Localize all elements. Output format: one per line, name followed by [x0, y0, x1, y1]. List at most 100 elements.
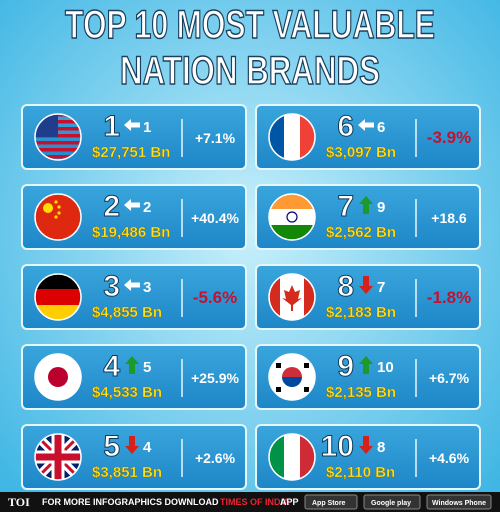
previous-rank: 10 — [377, 359, 394, 376]
arrow-up — [359, 356, 373, 374]
flag-rim — [34, 433, 82, 481]
previous-rank: 6 — [377, 119, 385, 136]
flag-rim — [268, 193, 316, 241]
card-box — [21, 184, 247, 250]
footer-logo: TOI — [8, 495, 30, 509]
flag — [35, 194, 81, 240]
change: +40.4% — [191, 210, 239, 226]
card-box — [21, 104, 247, 170]
card-box — [21, 344, 247, 410]
flag-part — [282, 377, 302, 387]
flag-part — [269, 274, 280, 320]
flag-part — [35, 434, 81, 480]
change: -5.6% — [193, 288, 237, 307]
card-box — [255, 184, 481, 250]
brand-value: $2,135 Bn — [326, 384, 396, 401]
title-line: NATION BRANDS — [120, 49, 380, 93]
card: 1 1$27,751 Bn+7.1% — [21, 104, 247, 170]
flag-part — [276, 363, 281, 368]
rank: 1 — [103, 110, 120, 143]
flag-part — [284, 434, 300, 480]
brand-value: $19,486 Bn — [92, 224, 170, 241]
arrow-same — [124, 199, 140, 211]
footer-text: FOR MORE INFOGRAPHICS DOWNLOAD — [42, 497, 219, 507]
flag-part — [304, 274, 315, 320]
flag-part — [304, 387, 309, 392]
card-box — [255, 104, 481, 170]
flag-part — [286, 211, 298, 223]
card: 2 2$19,486 Bn+40.4% — [21, 184, 247, 250]
rank: 9 — [337, 350, 354, 383]
card-box — [255, 424, 481, 490]
flag-part — [304, 363, 309, 368]
flag — [269, 354, 315, 400]
brand-value: $2,562 Bn — [326, 224, 396, 241]
card: 7 9 $2,562 Bn +18.6 — [255, 184, 481, 250]
badge-label[interactable]: App Store — [312, 500, 346, 507]
previous-rank: 5 — [143, 359, 151, 376]
previous-rank: 7 — [377, 279, 385, 296]
flag-part — [282, 285, 302, 311]
rank: 8 — [337, 270, 354, 303]
flag-rim — [268, 433, 316, 481]
flag — [35, 354, 81, 400]
flag-rim — [268, 113, 316, 161]
badge-label[interactable]: Windows Phone — [432, 500, 486, 507]
brand-value: $4,533 Bn — [92, 384, 162, 401]
badge[interactable] — [363, 494, 421, 510]
card: 5 4 $3,851 Bn +2.6% — [21, 424, 247, 490]
badge-label[interactable]: Google play — [371, 500, 411, 507]
arrow-same — [358, 119, 374, 131]
previous-rank: 4 — [143, 439, 152, 456]
arrow-down — [359, 436, 373, 454]
change: -1.8% — [427, 288, 471, 307]
brand-value: $4,855 Bn — [92, 304, 162, 321]
flag-rim — [268, 273, 316, 321]
arrow-same — [124, 279, 140, 291]
change: +2.6% — [195, 450, 236, 466]
brand-value: $3,851 Bn — [92, 464, 162, 481]
change: +4.6% — [429, 450, 470, 466]
card: 10 8 $2,110 Bn +4.6% — [255, 424, 481, 490]
arrow-up — [125, 356, 139, 374]
rank: 5 — [103, 430, 120, 463]
rank: 3 — [103, 270, 120, 303]
flag-rim — [34, 193, 82, 241]
card-box — [255, 264, 481, 330]
flag-part — [35, 155, 81, 159]
card: 9 10 $2,135 Bn +6.7% — [255, 344, 481, 410]
flag-rim — [34, 113, 82, 161]
flag-part — [276, 387, 281, 392]
arrow-up — [359, 196, 373, 214]
change: +18.6 — [431, 210, 467, 226]
flag-part — [54, 215, 58, 219]
change: +7.1% — [195, 130, 236, 146]
rank: 10 — [321, 430, 354, 463]
card: 8 7 $2,183 Bn -1.8% — [255, 264, 481, 330]
change: +6.7% — [429, 370, 470, 386]
footer-brand: TIMES OF INDIA — [220, 497, 290, 507]
card-box — [21, 264, 247, 330]
rank: 4 — [103, 350, 120, 383]
flag-part — [282, 367, 302, 377]
brand-value: $2,183 Bn — [326, 304, 396, 321]
card-box — [255, 344, 481, 410]
rank: 7 — [337, 190, 354, 223]
card-box — [21, 424, 247, 490]
flag-rim — [34, 273, 82, 321]
title-line: TOP 10 MOST VALUABLE — [65, 3, 435, 47]
rank: 2 — [103, 190, 120, 223]
change: +25.9% — [191, 370, 239, 386]
flag-part — [57, 205, 61, 209]
card: 6 6$3,097 Bn-3.9% — [255, 104, 481, 170]
brand-value: $3,097 Bn — [326, 144, 396, 161]
flag — [269, 274, 315, 320]
badge[interactable] — [304, 494, 358, 510]
badge[interactable] — [426, 494, 492, 510]
change: -3.9% — [427, 128, 471, 147]
arrow-down — [359, 276, 373, 294]
flag-rim — [34, 353, 82, 401]
footer-suffix: APP — [280, 497, 299, 507]
previous-rank: 9 — [377, 199, 385, 216]
